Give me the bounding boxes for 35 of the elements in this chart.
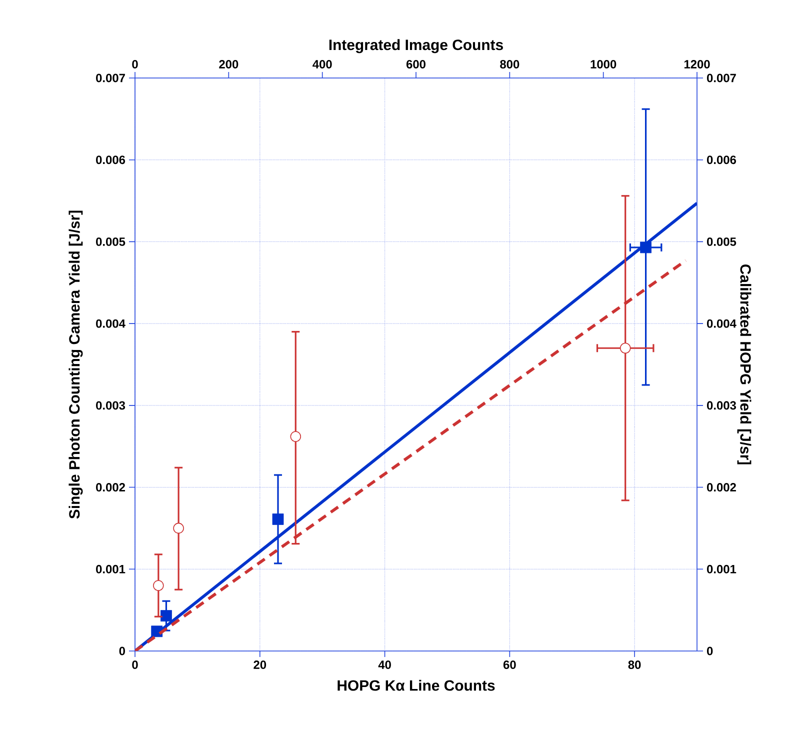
point [272,514,284,525]
y2-tick-label: 0 [706,646,713,656]
y-tick-label: 0.006 [96,156,126,164]
y2-axis-title: Calibrated HOPG Yield [J/sr] [737,264,752,464]
point [160,610,172,622]
x2-axis-title: Integrated Image Counts [329,39,503,54]
y2-tick-label: 0.002 [706,483,736,492]
x2-tick-label: 0 [132,60,138,68]
y-tick-label: 0.007 [96,74,125,82]
y2-tick-label: 0.001 [706,564,736,574]
y-tick-label: 0.004 [96,319,126,328]
y-tick-label: 0.002 [96,483,125,492]
y2-tick-label: 0.007 [706,74,736,82]
x-tick-label: 20 [254,660,266,669]
x2-tick-label: 1000 [590,60,616,68]
x2-tick-label: 200 [219,60,238,68]
y2-tick-label: 0.003 [706,401,736,410]
x-tick-label: 60 [503,660,516,669]
x-axis-title: HOPG Kα Line Counts [338,680,495,691]
y-tick-label: 0.001 [96,564,126,574]
x-tick-label: 0 [132,660,138,669]
y-axis-title: Single Photon Counting Camera Yield [J/sr] [68,210,83,519]
y-tick-label: 0 [119,646,125,656]
y-tick-label: 0.005 [96,237,126,246]
y2-tick-label: 0.004 [706,319,736,328]
x2-tick-label: 400 [312,60,332,68]
y-tick-label: 0.003 [96,401,126,410]
x-tick-label: 80 [628,660,641,669]
x2-tick-label: 1200 [684,60,710,68]
y2-tick-label: 0.005 [706,237,736,246]
x2-tick-label: 600 [406,60,426,68]
point [640,242,652,254]
x2-tick-label: 800 [500,60,520,68]
y2-tick-label: 0.006 [706,156,736,164]
x-tick-label: 40 [378,660,391,669]
